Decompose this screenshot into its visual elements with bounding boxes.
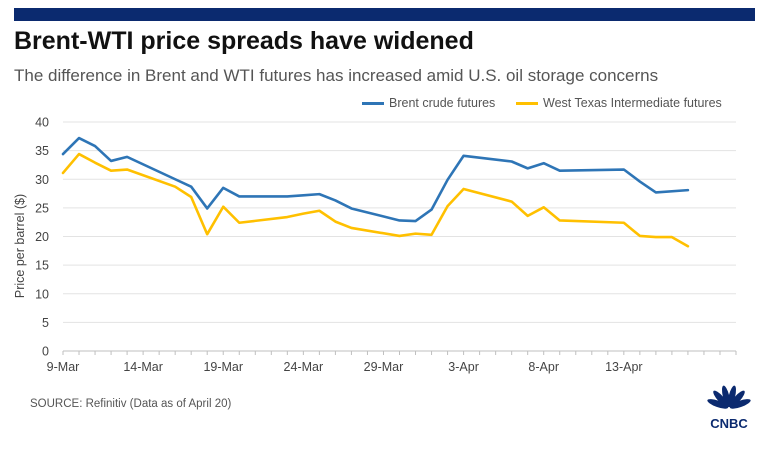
y-tick-label: 35 (35, 144, 49, 158)
x-tick-label: 8-Apr (528, 360, 559, 374)
x-tick-label: 3-Apr (448, 360, 479, 374)
x-tick-label: 29-Mar (364, 360, 404, 374)
cnbc-logo: CNBC (707, 385, 751, 431)
series-lines (61, 136, 690, 248)
y-tick-label: 30 (35, 173, 49, 187)
x-tick-label: 9-Mar (47, 360, 80, 374)
x-tick-label: 24-Mar (284, 360, 324, 374)
chart-subtitle: The difference in Brent and WTI futures … (14, 66, 659, 85)
peacock-icon (707, 385, 751, 409)
legend-swatch-brent (362, 101, 384, 105)
y-axis-ticks: 0 5 10 15 20 25 30 35 40 (35, 116, 49, 359)
y-tick-label: 40 (35, 116, 49, 130)
y-tick-label: 20 (35, 230, 49, 244)
chart-title: Brent-WTI price spreads have widened (14, 27, 474, 55)
wti-series-line (61, 152, 690, 248)
x-tick-label: 19-Mar (203, 360, 243, 374)
x-tick-label: 14-Mar (123, 360, 163, 374)
y-axis-label: Price per barrel ($) (13, 194, 27, 298)
y-tick-label: 10 (35, 287, 49, 301)
x-tick-label: 13-Apr (605, 360, 643, 374)
legend-item-wti: West Texas Intermediate futures (516, 96, 722, 110)
y-tick-label: 0 (42, 345, 49, 359)
legend-label-wti: West Texas Intermediate futures (543, 96, 722, 110)
brent-series-line (61, 136, 690, 223)
y-tick-label: 15 (35, 259, 49, 273)
source-note: SOURCE: Refinitiv (Data as of April 20) (30, 398, 232, 410)
x-axis-ticks: 9-Mar 14-Mar 19-Mar 24-Mar 29-Mar 3-Apr 8-Apr 1… (47, 351, 737, 374)
legend-swatch-wti (516, 101, 538, 105)
y-tick-label: 5 (42, 316, 49, 330)
gridlines (63, 121, 736, 323)
legend-item-brent: Brent crude futures (362, 96, 495, 110)
legend-label-brent: Brent crude futures (389, 96, 496, 110)
y-tick-label: 25 (35, 201, 49, 215)
cnbc-wordmark: CNBC (710, 416, 748, 431)
top-banner (14, 8, 755, 21)
